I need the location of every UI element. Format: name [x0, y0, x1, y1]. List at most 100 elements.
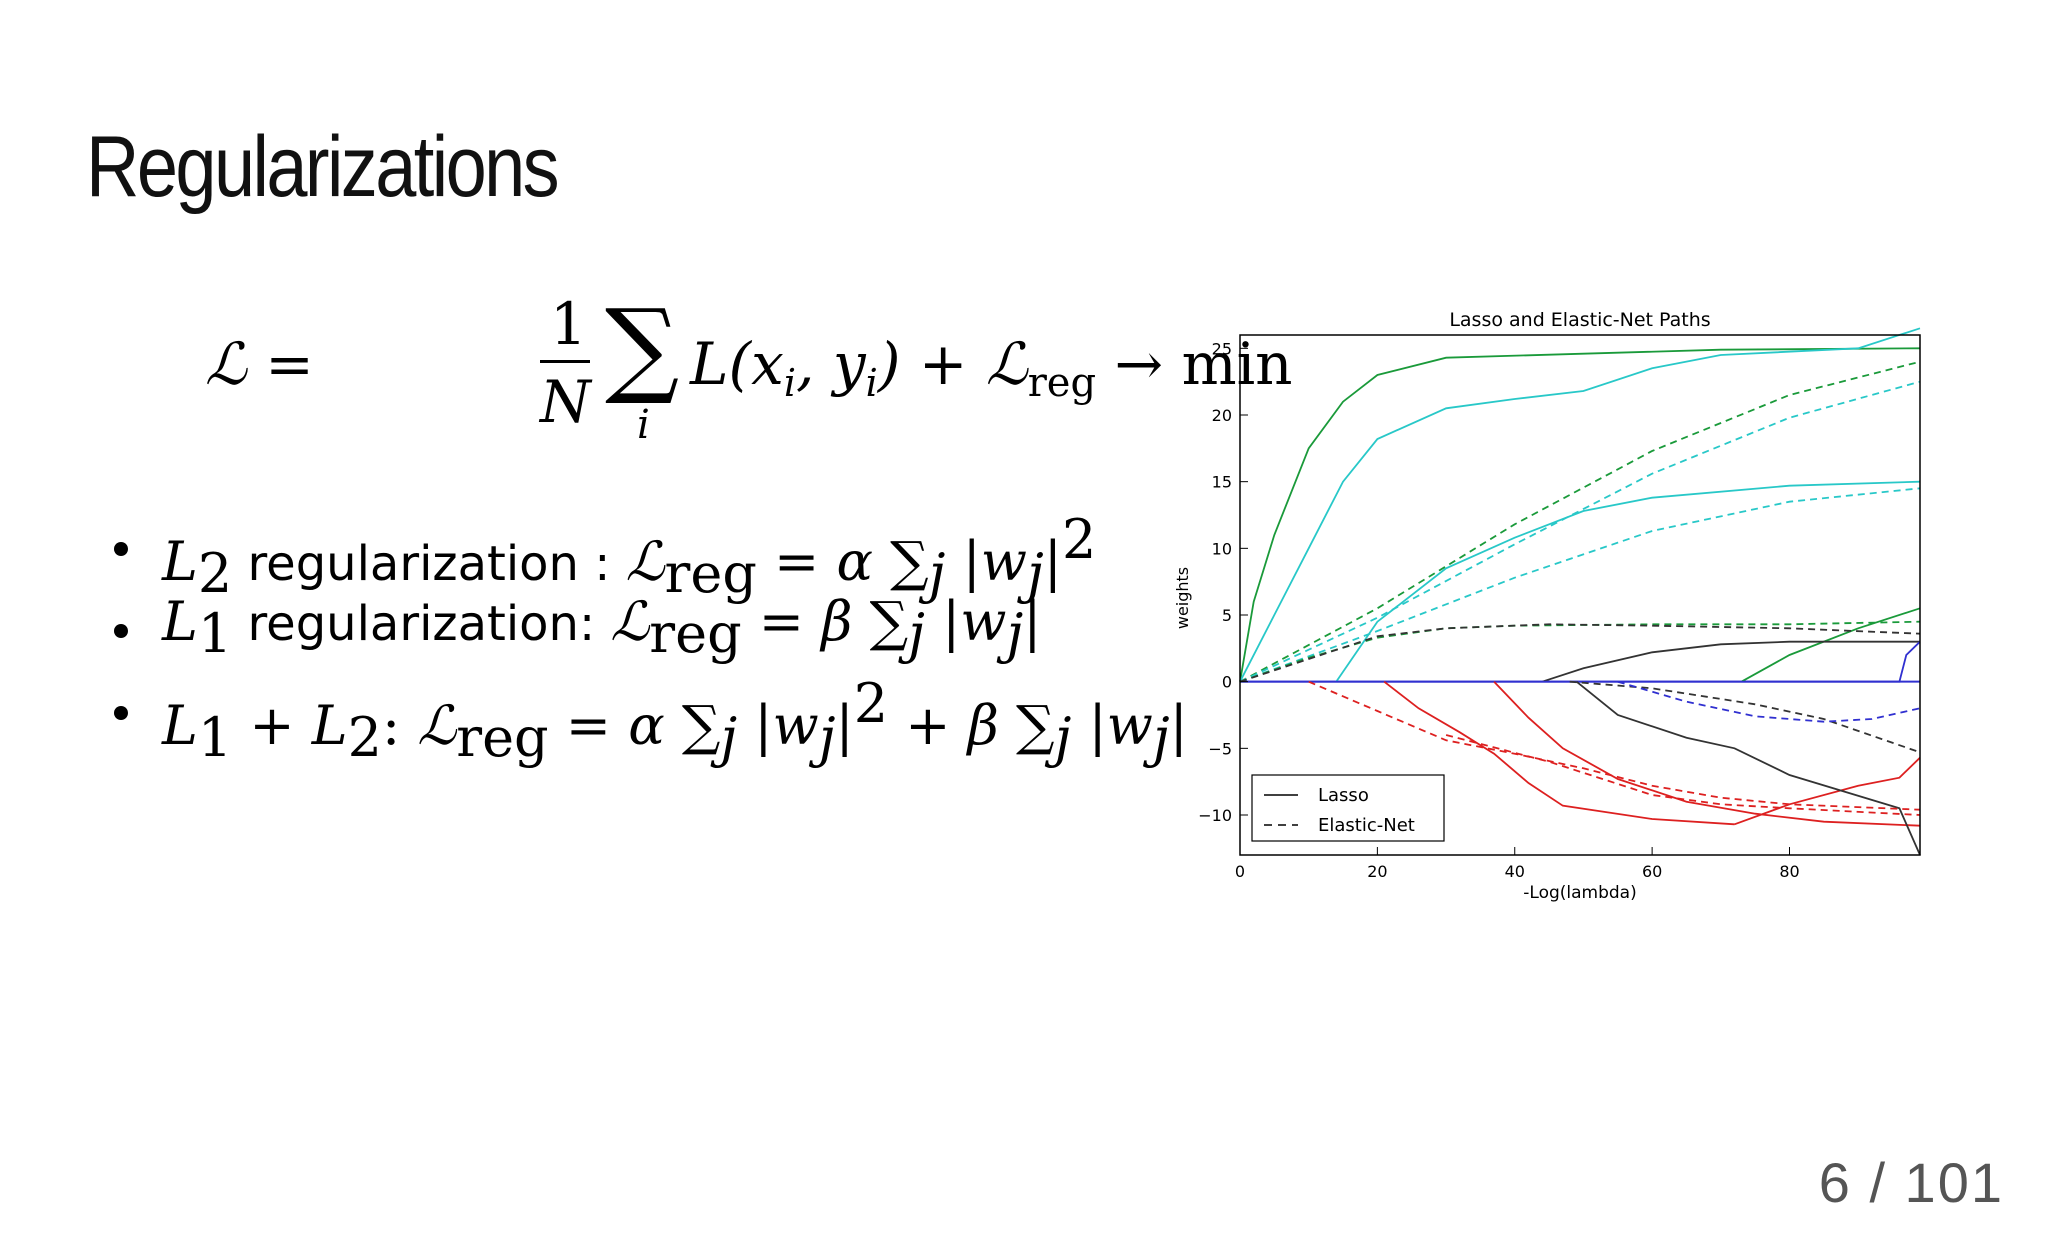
x-tick-label: 0	[1235, 862, 1245, 881]
bullet-dot	[114, 624, 128, 638]
abs-close: |	[835, 694, 854, 757]
summation-symbol: ∑	[605, 286, 680, 408]
abs-weight: |w	[945, 530, 1027, 593]
plot-frame	[1239, 334, 1921, 856]
chart-legend: Lasso Elastic-Net	[1251, 774, 1445, 842]
sum-index: j	[928, 542, 946, 605]
x-tick-label: 20	[1367, 862, 1387, 881]
series-line-6	[1240, 641, 1921, 683]
series-line-17	[1617, 680, 1921, 723]
reg-symbol: ℒ	[417, 694, 457, 757]
reg-symbol: ℒ	[625, 530, 665, 593]
series-line-1	[1239, 347, 1921, 682]
abs-close: |	[1023, 590, 1042, 653]
y-tick-label: 5	[1222, 606, 1232, 625]
bullet-list: L2 regularization : ℒreg = α ∑j |wj|2 L1…	[110, 508, 1188, 769]
norm-subscript: 1	[197, 602, 233, 665]
bullet-l1-l2: L1 + L2: ℒreg = α ∑j |wj|2 + β ∑j |wj|	[110, 672, 1188, 769]
reg-term: ) + ℒ	[877, 330, 1028, 398]
weight-index: j	[818, 706, 836, 769]
loss-y: , y	[796, 330, 866, 398]
loss-term: L(x	[690, 330, 784, 398]
abs-weight-2: |w	[1071, 694, 1153, 757]
series-line-3	[1335, 480, 1921, 683]
loss-subscript-y: i	[865, 361, 878, 405]
y-tick-label: 10	[1212, 539, 1232, 558]
lasso-elastic-net-chart: Lasso and Elastic-Net Paths -Log(lambda)…	[1173, 309, 1921, 903]
series-line-13	[1239, 487, 1921, 683]
y-tick-label: 25	[1212, 339, 1232, 358]
x-tick-label: 40	[1505, 862, 1525, 881]
series-line-16	[1569, 680, 1921, 754]
chart-xlabel: -Log(lambda)	[1523, 883, 1636, 903]
series-line-8	[1493, 681, 1921, 827]
norm-label-2: + L	[232, 694, 348, 757]
bullet-l2: L2 regularization : ℒreg = α ∑j |wj|2	[110, 508, 1188, 605]
series-line-7	[1383, 680, 1735, 826]
norm-label: L	[162, 530, 198, 593]
rhs-coefficient: = β ∑	[741, 590, 909, 653]
summation-index: i	[637, 402, 650, 448]
norm-subscript: 1	[197, 706, 233, 769]
exponent: 2	[1061, 508, 1097, 571]
reg-subscript: reg	[649, 602, 742, 665]
series-line-9	[1734, 757, 1921, 826]
slide-title: Regularizations	[86, 119, 560, 215]
series-line-10	[1576, 681, 1921, 856]
x-tick-label: 80	[1779, 862, 1799, 881]
chart-title: Lasso and Elastic-Net Paths	[1449, 309, 1710, 331]
arrow-min: → min	[1096, 330, 1293, 398]
series-line-5	[1541, 640, 1920, 683]
bullet-text: regularization :	[232, 536, 626, 592]
abs-weight: |w	[924, 590, 1007, 653]
sum-index-2: j	[1054, 706, 1072, 769]
weight-index: j	[1006, 602, 1024, 665]
series-line-19	[1445, 734, 1921, 816]
norm-label: L	[162, 590, 198, 653]
reg-subscript: reg	[1027, 360, 1097, 406]
page-number: 6 / 101	[1818, 1151, 2004, 1214]
norm-subscript: 2	[197, 542, 233, 605]
rhs-coefficient: = α ∑	[756, 530, 929, 593]
sum-index: j	[720, 706, 738, 769]
series-line-12	[1239, 380, 1921, 683]
y-tick-label: 0	[1222, 673, 1232, 692]
series-line-2	[1239, 327, 1921, 683]
bullet-dot	[114, 542, 128, 556]
legend-label: Lasso	[1318, 785, 1369, 806]
abs-close: |	[1043, 530, 1062, 593]
series-line-15	[1239, 623, 1921, 683]
reg-subscript: reg	[456, 706, 549, 769]
loss-subscript: i	[783, 361, 797, 405]
norm-label: L	[162, 694, 198, 757]
series-line-4	[1740, 607, 1921, 683]
weight-index-2: j	[1152, 706, 1170, 769]
exponent: 2	[853, 672, 889, 735]
bullet-dot	[114, 706, 128, 720]
y-tick-label: −10	[1198, 806, 1232, 825]
reg-symbol: ℒ	[610, 590, 650, 653]
fraction-numerator: 1	[550, 290, 587, 358]
bullet-l1: L1 regularization: ℒreg = β ∑j |wj|	[110, 590, 1188, 672]
series-line-18	[1308, 680, 1921, 811]
y-tick-label: 15	[1212, 473, 1232, 492]
bullet-text: regularization:	[232, 596, 611, 652]
norm-subscript-2: 2	[347, 706, 383, 769]
sum-index: j	[908, 602, 925, 665]
rhs-coefficient-2: + β ∑	[888, 694, 1055, 757]
abs-close-2: |	[1169, 694, 1188, 757]
fraction-denominator: N	[540, 368, 591, 436]
abs-weight: |w	[737, 694, 819, 757]
formula-rhs: L(xi, yi) + ℒreg → min	[690, 330, 1292, 406]
chart-ylabel: weights	[1173, 567, 1192, 629]
rhs-coefficient: = α ∑	[548, 694, 721, 757]
legend-label: Elastic-Net	[1318, 815, 1415, 836]
formula-lhs: ℒ =	[205, 330, 314, 398]
y-tick-label: −5	[1208, 739, 1232, 758]
legend-box	[1251, 774, 1445, 842]
bullet-text: :	[382, 694, 418, 757]
x-tick-label: 60	[1642, 862, 1662, 881]
weight-index: j	[1027, 542, 1044, 605]
reg-subscript: reg	[664, 542, 757, 605]
y-tick-label: 20	[1212, 406, 1232, 425]
